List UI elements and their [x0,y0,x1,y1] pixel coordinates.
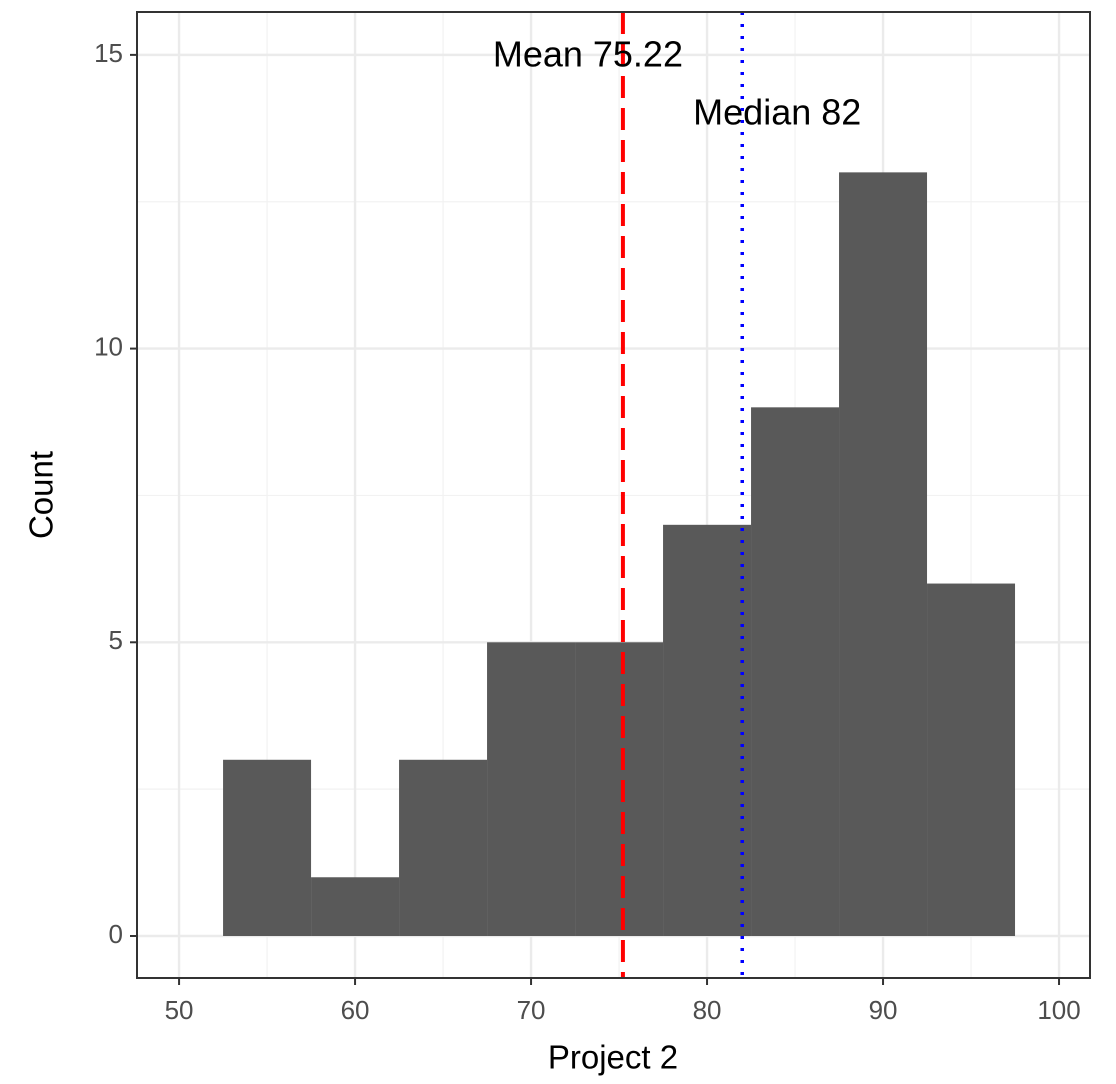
y-tick-label: 5 [109,625,123,655]
x-axis-title: Project 2 [548,1039,678,1076]
bar [663,524,752,936]
bar [751,407,840,936]
x-tick-label: 80 [693,995,722,1025]
bar [575,642,664,936]
y-tick-label: 0 [109,919,123,949]
y-axis-title: Count [23,451,60,539]
y-tick-label: 10 [94,331,123,361]
bar [399,759,488,936]
annotation: Median 82 [693,92,861,133]
bar [311,877,400,936]
x-tick-label: 90 [869,995,898,1025]
bar [927,583,1016,936]
panel-border [136,11,1091,979]
x-tick-label: 100 [1037,995,1080,1025]
bar [839,172,928,936]
x-tick-label: 50 [165,995,194,1025]
annotation: Mean 75.22 [493,34,683,75]
bar [223,759,312,936]
y-tick-label: 15 [94,38,123,68]
x-tick-label: 70 [517,995,546,1025]
x-tick-label: 60 [341,995,370,1025]
bar [487,642,576,936]
